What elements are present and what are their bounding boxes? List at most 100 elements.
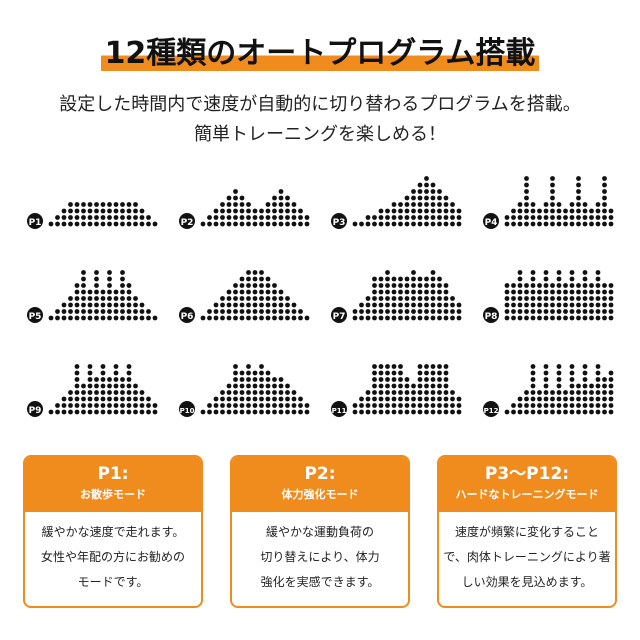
dot xyxy=(233,215,238,220)
dot xyxy=(385,390,390,395)
dot xyxy=(582,370,588,376)
dot xyxy=(602,396,607,402)
dot xyxy=(365,315,371,321)
dot xyxy=(94,390,99,395)
dot xyxy=(100,202,106,207)
dot xyxy=(291,221,297,227)
dot xyxy=(424,176,429,181)
dot xyxy=(87,221,93,227)
dot xyxy=(226,409,232,415)
dot xyxy=(200,221,206,227)
dot xyxy=(74,364,80,369)
dot xyxy=(100,364,106,369)
dot xyxy=(100,315,106,321)
dot xyxy=(213,315,219,321)
dot xyxy=(391,309,397,314)
dot xyxy=(233,302,238,308)
dot xyxy=(139,390,145,395)
dot xyxy=(74,215,80,220)
dot xyxy=(200,315,206,321)
dot xyxy=(550,195,555,201)
title: 12種類のオートプログラム搭載 xyxy=(0,28,640,72)
dot xyxy=(285,390,290,395)
dot xyxy=(411,302,416,308)
dot xyxy=(100,221,106,227)
card-line: しい効果を見込めます。 xyxy=(461,575,593,589)
dot xyxy=(589,383,594,389)
dot xyxy=(265,390,271,395)
dot xyxy=(569,364,575,369)
dot xyxy=(113,302,119,308)
dot xyxy=(556,270,562,275)
dot xyxy=(398,364,403,369)
dot xyxy=(443,221,449,227)
dot xyxy=(298,215,303,220)
dot xyxy=(74,396,80,402)
dot xyxy=(417,370,423,376)
dot xyxy=(391,202,397,207)
dot xyxy=(589,215,594,220)
dot xyxy=(372,403,377,408)
dot xyxy=(352,403,358,408)
dot xyxy=(550,296,555,301)
dot xyxy=(239,309,245,314)
dot xyxy=(595,409,601,415)
dot xyxy=(504,409,510,415)
dot xyxy=(385,270,390,275)
dot xyxy=(437,370,442,376)
dot xyxy=(424,215,429,220)
dot xyxy=(259,302,264,308)
dot xyxy=(550,396,555,402)
dot xyxy=(511,309,516,314)
dot xyxy=(265,396,271,402)
dot xyxy=(437,202,442,207)
dot xyxy=(304,221,310,227)
dot xyxy=(239,296,245,301)
program-label: P8 xyxy=(485,312,498,322)
dot xyxy=(404,409,410,415)
dot xyxy=(74,202,80,207)
dot xyxy=(589,390,594,395)
dot xyxy=(246,289,251,295)
dot xyxy=(550,208,555,214)
dot xyxy=(246,302,251,308)
dot xyxy=(391,383,397,389)
dot xyxy=(450,403,455,408)
dot xyxy=(543,270,549,275)
dot xyxy=(55,409,60,415)
dot xyxy=(391,409,397,415)
dot xyxy=(430,221,436,227)
dot xyxy=(239,208,245,214)
dot xyxy=(450,202,455,207)
dot xyxy=(133,302,138,308)
dot xyxy=(213,302,219,308)
dot xyxy=(278,396,284,402)
dot xyxy=(365,409,371,415)
dot xyxy=(207,215,212,220)
dot xyxy=(233,309,238,314)
dot xyxy=(430,195,436,201)
dot xyxy=(94,289,99,295)
dot xyxy=(87,377,93,382)
dot xyxy=(359,403,364,408)
dot xyxy=(61,403,67,408)
dot xyxy=(569,396,575,402)
dot xyxy=(530,296,536,301)
dot xyxy=(120,283,125,288)
dot xyxy=(404,215,410,220)
dot xyxy=(556,364,562,369)
program-label: P4 xyxy=(485,218,498,228)
dot xyxy=(582,296,588,301)
dot xyxy=(443,409,449,415)
dot xyxy=(530,202,536,207)
dot xyxy=(411,283,416,288)
dot xyxy=(81,390,86,395)
dot xyxy=(595,309,601,314)
dot xyxy=(133,396,138,402)
dot xyxy=(608,302,614,308)
dot xyxy=(385,396,390,402)
dot xyxy=(582,289,588,295)
dot xyxy=(278,309,284,314)
dot xyxy=(81,270,86,275)
